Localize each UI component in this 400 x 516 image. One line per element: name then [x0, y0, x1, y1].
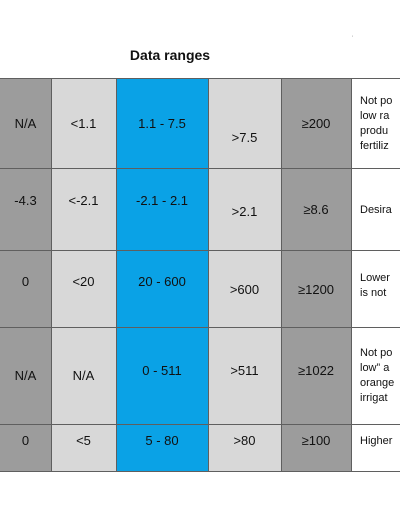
grid-line-vertical	[208, 78, 209, 472]
grid-line-horizontal	[0, 168, 400, 169]
table-cell: >600	[229, 281, 260, 297]
table-cell: ≥1022	[297, 363, 335, 378]
column-band-light-left	[51, 78, 116, 472]
table-cell-description: Lower is not	[360, 272, 390, 299]
column-band-dark-right	[281, 78, 351, 472]
grid-line-vertical	[281, 78, 282, 472]
table-cell-description: Desira	[360, 203, 392, 216]
table-cell: N/A	[14, 368, 37, 383]
table-cell: ≥200	[301, 115, 331, 131]
table-cell: >80	[233, 433, 256, 448]
table-cell: <1.1	[70, 115, 97, 131]
table-cell: 1.1 - 7.5	[138, 115, 186, 131]
table-cell: >7.5	[231, 129, 258, 145]
table-cell: >511	[230, 363, 259, 378]
table-cell: 0 - 511	[142, 363, 182, 378]
grid-line-horizontal	[0, 78, 400, 79]
grid-line-horizontal	[0, 424, 400, 425]
grid-line-horizontal	[0, 250, 400, 251]
table-cell: -2.1 - 2.1	[135, 193, 189, 208]
table-cell: N/A	[14, 115, 37, 131]
table-cell-description: Not po low ra produ fertiliz	[360, 94, 393, 152]
table-cell: N/A	[72, 368, 95, 383]
table-cell: ≥1200	[297, 281, 335, 297]
grid-line-horizontal	[0, 471, 400, 472]
table-cell: 0	[21, 273, 30, 289]
column-band-blue	[116, 78, 208, 472]
column-band-dark-left	[0, 78, 51, 472]
grid-line-vertical	[116, 78, 117, 472]
table-cell: ≥100	[301, 433, 331, 448]
table-cell: 0	[21, 433, 30, 448]
table-cell: ≥8.6	[303, 202, 329, 217]
page-title: Data ranges	[129, 47, 211, 63]
grid-line-vertical	[351, 78, 352, 472]
table-cell: 20 - 600	[138, 273, 186, 289]
table-cell-description: Higher	[360, 434, 393, 447]
table-cell: <5	[76, 433, 91, 448]
stray-mark: '	[352, 36, 354, 42]
grid-line-vertical	[51, 78, 52, 472]
table-cell: 5 - 80	[145, 433, 179, 448]
table-cell: <-2.1	[68, 193, 99, 208]
table-cell-description: Not po low” a orange irrigat	[360, 347, 395, 404]
table-cell: >2.1	[231, 204, 258, 219]
table-cell: <20	[72, 273, 95, 289]
column-band-light-right	[208, 78, 281, 472]
grid-line-horizontal	[0, 327, 400, 328]
column-band-description	[351, 78, 400, 472]
table-cell: -4.3	[14, 193, 37, 208]
